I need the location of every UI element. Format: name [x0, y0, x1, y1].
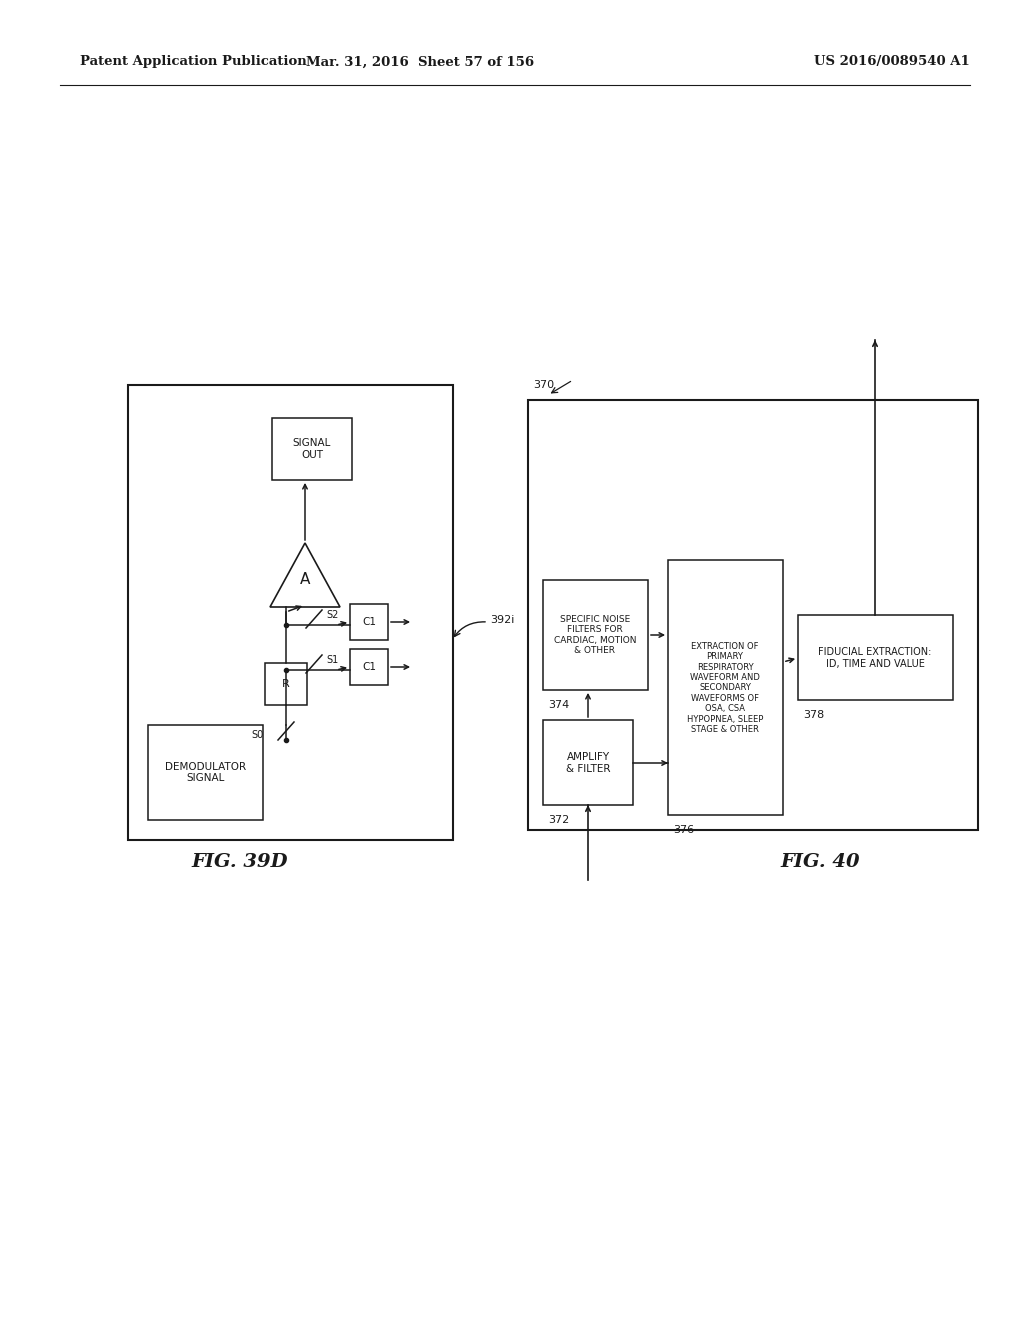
- Bar: [668, 560, 783, 814]
- Text: 378: 378: [803, 710, 824, 719]
- Text: 372: 372: [548, 814, 569, 825]
- Text: SIGNAL
OUT: SIGNAL OUT: [293, 438, 331, 459]
- Text: A: A: [300, 573, 310, 587]
- Text: 392i: 392i: [490, 615, 514, 624]
- Text: FIG. 40: FIG. 40: [780, 853, 860, 871]
- Text: FIG. 39D: FIG. 39D: [191, 853, 288, 871]
- Text: EXTRACTION OF
PRIMARY
RESPIRATORY
WAVEFORM AND
SECONDARY
WAVEFORMS OF
OSA, CSA
H: EXTRACTION OF PRIMARY RESPIRATORY WAVEFO…: [687, 642, 763, 734]
- Bar: [350, 605, 388, 640]
- Text: DEMODULATOR
SIGNAL: DEMODULATOR SIGNAL: [165, 762, 246, 783]
- Text: C1: C1: [362, 616, 376, 627]
- Polygon shape: [270, 543, 340, 607]
- Text: 374: 374: [548, 700, 569, 710]
- Text: S1: S1: [326, 655, 338, 665]
- Bar: [798, 615, 953, 700]
- Text: C1: C1: [362, 663, 376, 672]
- Text: S0: S0: [252, 730, 264, 741]
- Text: Mar. 31, 2016  Sheet 57 of 156: Mar. 31, 2016 Sheet 57 of 156: [306, 55, 535, 69]
- Text: R: R: [283, 678, 290, 689]
- Text: S2: S2: [326, 610, 338, 620]
- Text: AMPLIFY
& FILTER: AMPLIFY & FILTER: [565, 752, 610, 774]
- Bar: [543, 579, 648, 690]
- Bar: [148, 725, 263, 820]
- Bar: [543, 719, 633, 805]
- Text: 370: 370: [534, 380, 554, 389]
- Text: SPECIFIC NOISE
FILTERS FOR
CARDIAC, MOTION
& OTHER: SPECIFIC NOISE FILTERS FOR CARDIAC, MOTI…: [554, 615, 636, 655]
- Text: FIDUCIAL EXTRACTION:
ID, TIME AND VALUE: FIDUCIAL EXTRACTION: ID, TIME AND VALUE: [818, 647, 932, 669]
- Text: Patent Application Publication: Patent Application Publication: [80, 55, 307, 69]
- Bar: [528, 400, 978, 830]
- Bar: [128, 385, 453, 840]
- Bar: [350, 649, 388, 685]
- Text: 376: 376: [673, 825, 694, 836]
- Bar: [265, 663, 307, 705]
- Text: US 2016/0089540 A1: US 2016/0089540 A1: [814, 55, 970, 69]
- Bar: [272, 418, 352, 480]
